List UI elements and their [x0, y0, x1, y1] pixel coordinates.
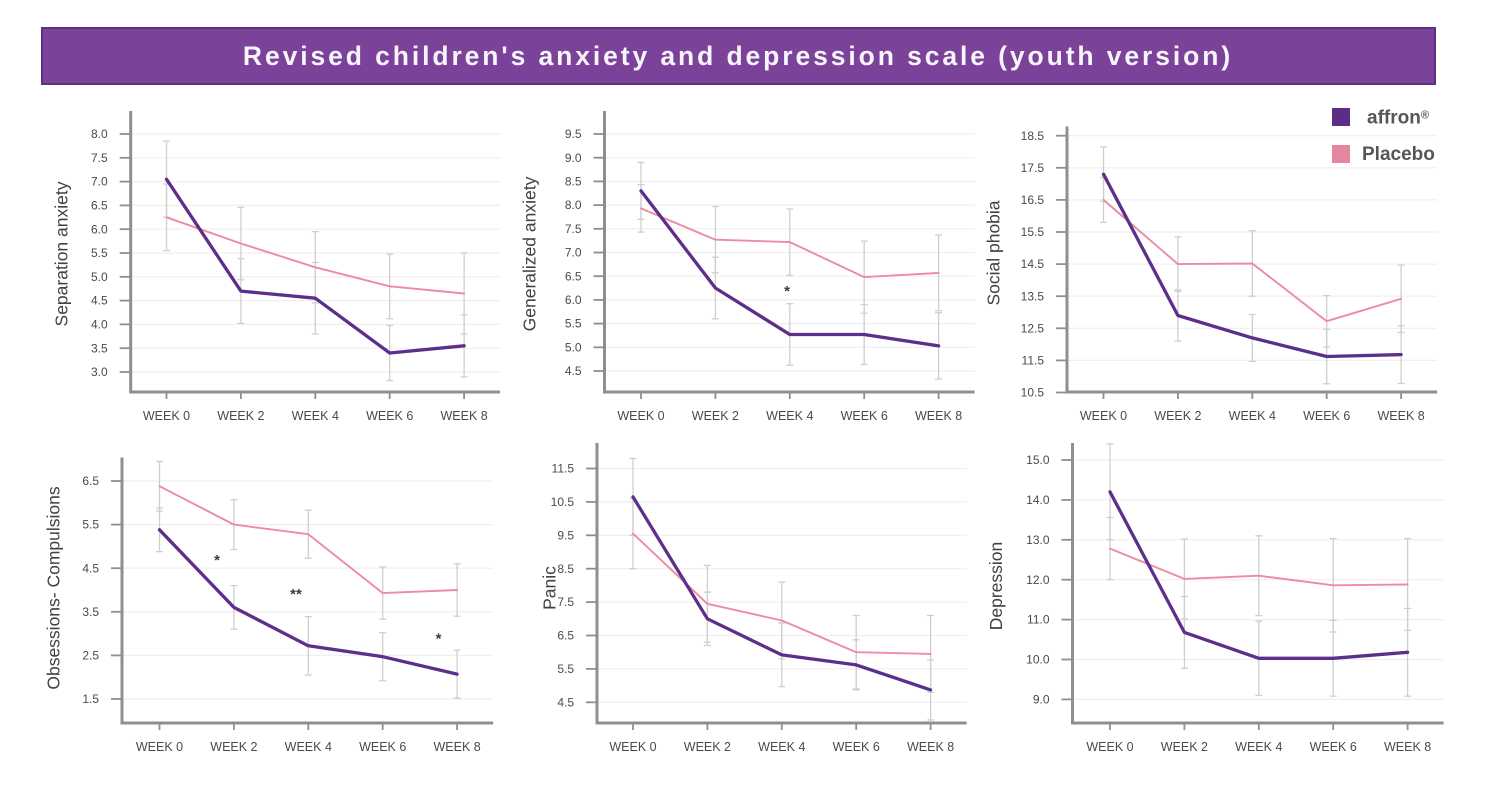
svg-text:Panic: Panic [540, 566, 560, 610]
svg-text:14.0: 14.0 [1026, 493, 1050, 507]
svg-text:WEEK 2: WEEK 2 [692, 409, 739, 423]
svg-text:affron®: affron® [1367, 108, 1429, 129]
svg-text:9.5: 9.5 [565, 127, 582, 141]
svg-text:WEEK 8: WEEK 8 [1384, 740, 1431, 754]
svg-text:5.5: 5.5 [91, 246, 108, 260]
svg-text:10.5: 10.5 [1021, 386, 1045, 400]
svg-text:WEEK 6: WEEK 6 [1310, 740, 1357, 754]
svg-text:13.5: 13.5 [1021, 289, 1045, 303]
svg-text:3.0: 3.0 [91, 365, 108, 379]
svg-text:4.5: 4.5 [557, 695, 574, 709]
svg-text:WEEK 0: WEEK 0 [1080, 409, 1127, 423]
svg-text:WEEK 4: WEEK 4 [285, 740, 332, 754]
svg-text:7.5: 7.5 [91, 151, 108, 165]
svg-text:WEEK 2: WEEK 2 [210, 740, 257, 754]
svg-text:WEEK 0: WEEK 0 [617, 409, 664, 423]
svg-text:Obsessions- Compulsions: Obsessions- Compulsions [44, 486, 64, 690]
svg-text:11.5: 11.5 [1022, 354, 1045, 368]
svg-text:Placebo: Placebo [1362, 144, 1435, 165]
svg-text:14.5: 14.5 [1021, 257, 1045, 271]
svg-text:5.5: 5.5 [557, 662, 574, 676]
svg-text:WEEK 8: WEEK 8 [907, 740, 954, 754]
svg-text:Depression: Depression [986, 542, 1006, 631]
svg-text:WEEK 6: WEEK 6 [366, 409, 413, 423]
svg-text:4.5: 4.5 [565, 364, 582, 378]
svg-text:WEEK 4: WEEK 4 [1229, 409, 1276, 423]
svg-text:WEEK 4: WEEK 4 [766, 409, 813, 423]
svg-text:10.0: 10.0 [1026, 653, 1050, 667]
svg-text:7.0: 7.0 [565, 246, 582, 260]
svg-text:WEEK 8: WEEK 8 [915, 409, 962, 423]
svg-text:17.5: 17.5 [1021, 161, 1045, 175]
svg-text:5.0: 5.0 [565, 340, 582, 354]
svg-text:7.0: 7.0 [91, 175, 108, 189]
svg-text:6.5: 6.5 [565, 269, 582, 283]
svg-text:7.5: 7.5 [565, 222, 582, 236]
svg-text:WEEK 8: WEEK 8 [433, 740, 480, 754]
svg-text:WEEK 0: WEEK 0 [609, 740, 656, 754]
svg-text:2.5: 2.5 [82, 649, 99, 663]
svg-text:Revised children's anxiety and: Revised children's anxiety and depressio… [243, 41, 1233, 71]
svg-text:WEEK 8: WEEK 8 [1377, 409, 1424, 423]
svg-text:6.0: 6.0 [91, 222, 108, 236]
svg-text:WEEK 4: WEEK 4 [292, 409, 339, 423]
svg-text:WEEK 2: WEEK 2 [684, 740, 731, 754]
svg-text:WEEK 2: WEEK 2 [1154, 409, 1201, 423]
svg-text:WEEK 0: WEEK 0 [1086, 740, 1133, 754]
svg-text:9.0: 9.0 [565, 151, 582, 165]
svg-text:WEEK 2: WEEK 2 [217, 409, 264, 423]
svg-text:Social phobia: Social phobia [984, 200, 1004, 305]
svg-text:WEEK 4: WEEK 4 [1235, 740, 1282, 754]
svg-text:3.5: 3.5 [82, 605, 99, 619]
svg-text:WEEK 4: WEEK 4 [758, 740, 805, 754]
svg-text:3.5: 3.5 [91, 341, 108, 355]
svg-text:8.5: 8.5 [565, 175, 582, 189]
svg-text:6.0: 6.0 [565, 293, 582, 307]
svg-text:5.5: 5.5 [82, 518, 99, 532]
svg-text:13.0: 13.0 [1026, 533, 1050, 547]
svg-text:10.5: 10.5 [551, 495, 575, 509]
svg-text:WEEK 6: WEEK 6 [359, 740, 406, 754]
svg-text:4.5: 4.5 [82, 561, 99, 575]
svg-text:*: * [214, 552, 220, 569]
svg-text:*: * [436, 631, 442, 648]
svg-text:16.5: 16.5 [1021, 193, 1045, 207]
svg-text:WEEK 6: WEEK 6 [841, 409, 888, 423]
svg-text:WEEK 0: WEEK 0 [143, 409, 190, 423]
svg-text:5.5: 5.5 [565, 317, 582, 331]
svg-text:*: * [784, 283, 790, 300]
svg-text:4.0: 4.0 [91, 318, 108, 332]
svg-text:5.0: 5.0 [91, 270, 108, 284]
svg-text:11.5: 11.5 [552, 462, 575, 476]
svg-text:6.5: 6.5 [91, 199, 108, 213]
svg-text:15.0: 15.0 [1026, 453, 1050, 467]
svg-text:WEEK 8: WEEK 8 [440, 409, 487, 423]
svg-text:11.0: 11.0 [1027, 613, 1050, 627]
svg-text:WEEK 6: WEEK 6 [1303, 409, 1350, 423]
svg-text:7.5: 7.5 [557, 595, 574, 609]
svg-text:1.5: 1.5 [82, 692, 99, 706]
svg-text:18.5: 18.5 [1021, 129, 1045, 143]
svg-text:Separation anxiety: Separation anxiety [52, 181, 72, 326]
svg-text:8.0: 8.0 [565, 198, 582, 212]
svg-text:9.0: 9.0 [1033, 693, 1050, 707]
svg-text:8.0: 8.0 [91, 127, 108, 141]
svg-text:WEEK 6: WEEK 6 [833, 740, 880, 754]
svg-text:4.5: 4.5 [91, 294, 108, 308]
svg-text:8.5: 8.5 [557, 562, 574, 576]
svg-text:9.5: 9.5 [557, 528, 574, 542]
svg-text:Generalized anxiety: Generalized anxiety [520, 176, 540, 331]
svg-text:6.5: 6.5 [557, 629, 574, 643]
svg-text:15.5: 15.5 [1021, 225, 1045, 239]
svg-text:**: ** [290, 586, 302, 603]
svg-text:WEEK 0: WEEK 0 [136, 740, 183, 754]
svg-text:12.0: 12.0 [1026, 573, 1050, 587]
svg-text:6.5: 6.5 [82, 474, 99, 488]
svg-text:12.5: 12.5 [1021, 321, 1045, 335]
svg-text:WEEK 2: WEEK 2 [1161, 740, 1208, 754]
